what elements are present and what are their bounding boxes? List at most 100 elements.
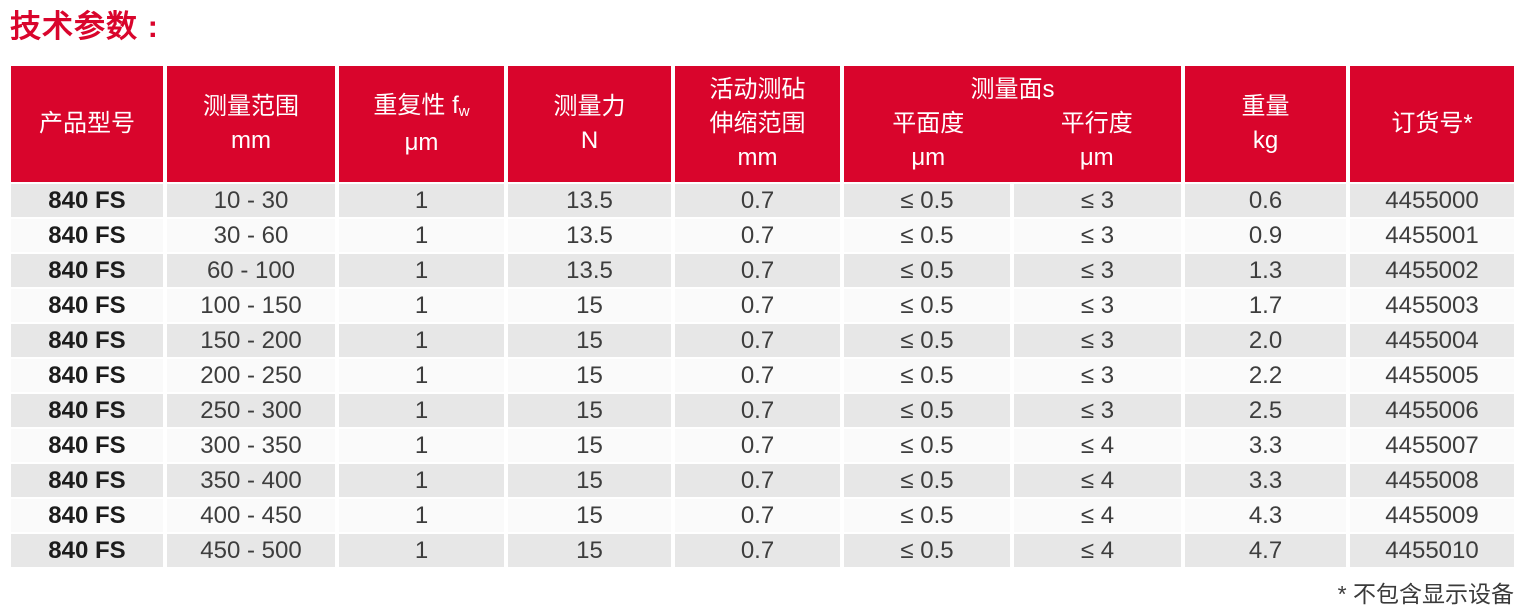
cell-measuring-force: 15 [508,429,671,462]
cell-repeatability: 1 [339,184,504,217]
cell-flatness: ≤ 0.5 [844,499,1010,532]
cell-flatness: ≤ 0.5 [844,464,1010,497]
cell-flatness: ≤ 0.5 [844,394,1010,427]
header-parallelism: 平行度 μm [1013,107,1182,175]
cell-measuring-range: 300 - 350 [167,429,335,462]
header-anvil-travel: 活动测砧 伸缩范围 mm [675,66,840,182]
cell-flatness: ≤ 0.5 [844,429,1010,462]
cell-parallelism: ≤ 4 [1014,464,1181,497]
header-order-number: 订货号* [1350,66,1514,182]
cell-order-number: 4455000 [1350,184,1514,217]
table-row: 840 FS 30 - 60 1 13.5 0.7 ≤ 0.5 ≤ 3 0.9 … [11,219,1514,252]
table-row: 840 FS 150 - 200 1 15 0.7 ≤ 0.5 ≤ 3 2.0 … [11,324,1514,357]
cell-repeatability: 1 [339,289,504,322]
cell-anvil-travel: 0.7 [675,394,840,427]
cell-measuring-force: 13.5 [508,254,671,287]
cell-weight: 4.3 [1185,499,1346,532]
cell-repeatability: 1 [339,429,504,462]
cell-flatness: ≤ 0.5 [844,359,1010,392]
cell-measuring-force: 15 [508,534,671,567]
cell-product-model: 840 FS [11,254,163,287]
cell-anvil-travel: 0.7 [675,534,840,567]
cell-order-number: 4455010 [1350,534,1514,567]
cell-measuring-force: 15 [508,289,671,322]
cell-repeatability: 1 [339,394,504,427]
cell-measuring-range: 10 - 30 [167,184,335,217]
cell-repeatability: 1 [339,464,504,497]
cell-repeatability: 1 [339,254,504,287]
cell-anvil-travel: 0.7 [675,359,840,392]
cell-repeatability: 1 [339,534,504,567]
header-measuring-range: 测量范围 mm [167,66,335,182]
header-weight: 重量 kg [1185,66,1346,182]
cell-measuring-range: 200 - 250 [167,359,335,392]
header-flatness-unit: μm [911,144,946,171]
table-row: 840 FS 400 - 450 1 15 0.7 ≤ 0.5 ≤ 4 4.3 … [11,499,1514,532]
cell-weight: 2.5 [1185,394,1346,427]
cell-product-model: 840 FS [11,429,163,462]
table-row: 840 FS 60 - 100 1 13.5 0.7 ≤ 0.5 ≤ 3 1.3… [11,254,1514,287]
header-measuring-range-unit: mm [231,127,271,154]
cell-product-model: 840 FS [11,184,163,217]
cell-measuring-range: 450 - 500 [167,534,335,567]
cell-weight: 3.3 [1185,464,1346,497]
header-measuring-surfaces-label: 测量面s [970,76,1055,103]
table-row: 840 FS 100 - 150 1 15 0.7 ≤ 0.5 ≤ 3 1.7 … [11,289,1514,322]
cell-repeatability: 1 [339,499,504,532]
cell-order-number: 4455007 [1350,429,1514,462]
table-row: 840 FS 300 - 350 1 15 0.7 ≤ 0.5 ≤ 4 3.3 … [11,429,1514,462]
cell-parallelism: ≤ 3 [1014,289,1181,322]
header-repeatability-subscript: w [458,102,470,120]
cell-measuring-range: 60 - 100 [167,254,335,287]
header-product-model-label: 产品型号 [39,110,135,137]
cell-anvil-travel: 0.7 [675,324,840,357]
cell-parallelism: ≤ 4 [1014,499,1181,532]
cell-anvil-travel: 0.7 [675,219,840,252]
cell-repeatability: 1 [339,324,504,357]
cell-measuring-range: 250 - 300 [167,394,335,427]
cell-order-number: 4455009 [1350,499,1514,532]
cell-parallelism: ≤ 3 [1014,184,1181,217]
cell-product-model: 840 FS [11,394,163,427]
header-anvil-travel-label-2: 伸缩范围 [709,110,806,137]
header-order-number-label: 订货号* [1391,110,1473,137]
header-measuring-force-label: 测量力 [553,93,626,120]
cell-anvil-travel: 0.7 [675,184,840,217]
cell-flatness: ≤ 0.5 [844,534,1010,567]
table-row: 840 FS 10 - 30 1 13.5 0.7 ≤ 0.5 ≤ 3 0.6 … [11,184,1514,217]
spec-table: 产品型号 测量范围 mm 重复性 fw μm 测量力 N 活动测砧 伸缩范围 m… [11,66,1514,567]
cell-weight: 1.3 [1185,254,1346,287]
table-row: 840 FS 350 - 400 1 15 0.7 ≤ 0.5 ≤ 4 3.3 … [11,464,1514,497]
cell-order-number: 4455004 [1350,324,1514,357]
cell-measuring-range: 30 - 60 [167,219,335,252]
cell-anvil-travel: 0.7 [675,289,840,322]
cell-flatness: ≤ 0.5 [844,289,1010,322]
cell-weight: 2.0 [1185,324,1346,357]
cell-order-number: 4455003 [1350,289,1514,322]
cell-anvil-travel: 0.7 [675,499,840,532]
cell-parallelism: ≤ 3 [1014,324,1181,357]
page-title: 技术参数 : [10,9,159,44]
cell-anvil-travel: 0.7 [675,464,840,497]
header-weight-label: 重量 [1241,93,1290,120]
cell-weight: 3.3 [1185,429,1346,462]
cell-product-model: 840 FS [11,359,163,392]
cell-parallelism: ≤ 4 [1014,534,1181,567]
header-measuring-force: 测量力 N [508,66,671,182]
header-measuring-surfaces-group: 测量面s 平面度 μm 平行度 μm [844,66,1181,182]
cell-anvil-travel: 0.7 [675,254,840,287]
cell-measuring-force: 13.5 [508,219,671,252]
cell-product-model: 840 FS [11,289,163,322]
header-weight-unit: kg [1252,127,1279,154]
cell-order-number: 4455006 [1350,394,1514,427]
cell-flatness: ≤ 0.5 [844,219,1010,252]
header-anvil-travel-unit: mm [737,144,778,171]
cell-measuring-force: 13.5 [508,184,671,217]
cell-measuring-force: 15 [508,394,671,427]
cell-order-number: 4455008 [1350,464,1514,497]
footnote: * 不包含显示设备 [1337,581,1514,607]
header-measuring-range-label: 测量范围 [203,93,299,120]
cell-weight: 1.7 [1185,289,1346,322]
cell-order-number: 4455005 [1350,359,1514,392]
header-parallelism-label: 平行度 [1060,110,1133,137]
